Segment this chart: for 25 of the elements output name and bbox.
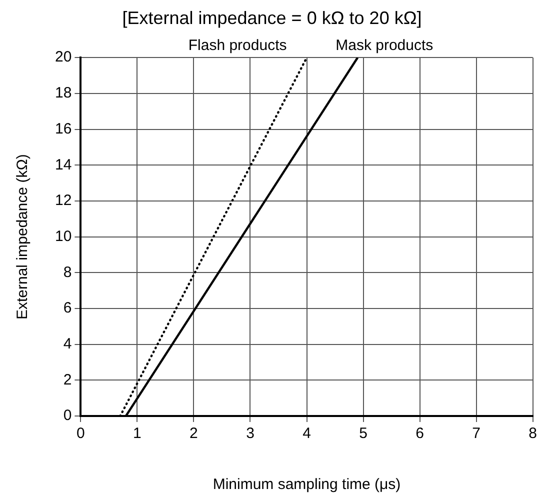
series-label: Flash products [188, 37, 287, 54]
y-tick-label: 8 [63, 264, 72, 281]
x-tick-label: 7 [472, 425, 480, 442]
y-tick-label: 2 [63, 371, 72, 388]
y-tick-label: 12 [54, 192, 72, 210]
y-axis-title: External impedance (kΩ) [14, 154, 32, 320]
y-tick-label: 20 [54, 48, 72, 66]
series-label: Mask products [336, 37, 434, 54]
y-tick-label: 10 [54, 228, 72, 245]
y-tick-label: 14 [54, 156, 72, 174]
x-tick-label: 2 [190, 425, 198, 442]
x-tick-label: 6 [416, 425, 424, 442]
x-tick-label: 4 [302, 425, 311, 442]
chart-title: [External impedance = 0 kΩ to 20 kΩ] [122, 8, 422, 28]
y-tick-label: 6 [63, 300, 72, 317]
x-tick-label: 8 [528, 425, 537, 442]
y-tick-label: 0 [63, 407, 72, 424]
y-tick-label: 4 [63, 335, 72, 352]
x-tick-label: 1 [133, 425, 142, 442]
x-tick-label: 0 [76, 425, 85, 442]
y-tick-label: 16 [54, 120, 72, 138]
x-tick-label: 5 [359, 425, 368, 442]
x-axis-title: Minimum sampling time (μs) [212, 476, 401, 494]
y-tick-label: 18 [54, 84, 72, 102]
x-tick-label: 3 [246, 425, 254, 442]
